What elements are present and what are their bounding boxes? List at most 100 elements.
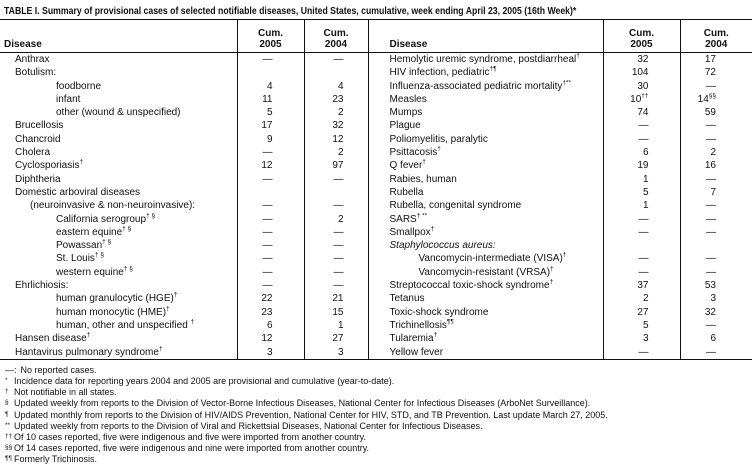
disease-name: Smallpox xyxy=(389,226,431,238)
cum-2005-value: — xyxy=(602,265,680,280)
case-count: 6 xyxy=(710,333,716,345)
footnote: § Updated weekly from reports to the Divi… xyxy=(5,398,748,409)
table-row: human monocytic (HME)† 23 15 Toxic-shock sy… xyxy=(0,305,752,319)
disease-label: Plague xyxy=(367,119,603,133)
cum-2004-value: 4 xyxy=(303,79,368,93)
disease-label: Hemolytic uremic syndrome, postdiarrheal… xyxy=(367,52,603,67)
disease-label: Trichinellosis¶¶ xyxy=(367,318,603,333)
table-row: Cholera — 2 Psittacosis† 6 2 xyxy=(0,146,752,160)
cum-2005-value: 9 xyxy=(236,132,304,147)
cum-2005-value: — xyxy=(236,52,304,67)
cum-2005-value: 11 xyxy=(236,92,304,107)
case-count: 10 xyxy=(630,93,642,105)
footnote: ¶¶ Formerly Trichinosis. xyxy=(5,454,748,465)
footnote-text: No reported cases. xyxy=(20,364,97,375)
table-row: Hansen disease† 12 27 Tularemia† 3 6 xyxy=(0,332,752,346)
case-count: 3 xyxy=(266,346,273,358)
case-count: — xyxy=(706,133,716,145)
disease-name: human granulocytic (HGE) xyxy=(56,293,174,305)
disease-name: Measles xyxy=(389,93,427,105)
disease-name: Yellow fever xyxy=(389,346,444,358)
disease-name: Staphylococcus aureus: xyxy=(389,240,496,252)
footnote-marker: † § xyxy=(146,212,156,220)
disease-name: SARS xyxy=(389,213,417,225)
case-count: 5 xyxy=(642,186,649,198)
cum-2005-value: 23 xyxy=(236,305,304,319)
table-row: Diphtheria — — Rabies, human 1 — xyxy=(0,172,752,186)
cum-2004-value: 2 xyxy=(679,146,752,160)
cum-2004-value: 12 xyxy=(303,132,368,147)
disease-name: Poliomyelitis, paralytic xyxy=(389,133,488,145)
table-row: Brucellosis 17 32 Plague — — xyxy=(0,119,752,133)
table-row: Domestic arboviral diseases Rubella 5 7 xyxy=(0,185,752,200)
cum-2004-value: 3 xyxy=(303,345,368,360)
footnote-marker: † xyxy=(86,332,91,339)
case-count: — xyxy=(706,319,716,331)
table-row: eastern equine† § — — Smallpox† — — xyxy=(0,225,752,240)
cum-2005-value: 6 xyxy=(602,146,680,160)
header-year-label: 2004 xyxy=(705,38,728,50)
cum-2004-value: 2 xyxy=(303,146,368,160)
cum-2005-value: — xyxy=(602,225,680,240)
disease-name: Trichinellosis xyxy=(389,319,447,331)
disease-name: Tetanus xyxy=(389,293,425,305)
cum-2004-value: 72 xyxy=(679,66,752,80)
header-cum-2004-right: Cum. 2004 xyxy=(679,19,752,53)
case-count: 1 xyxy=(642,173,649,185)
footnote-marker: † § xyxy=(94,252,104,260)
table-row: Anthrax — — Hemolytic uremic syndrome, post… xyxy=(0,52,752,67)
disease-name: Vancomycin-intermediate (VISA) xyxy=(418,253,563,265)
footnote-symbol: †† xyxy=(5,433,13,441)
case-count: 23 xyxy=(261,306,273,318)
case-count: — xyxy=(638,253,649,265)
case-count: — xyxy=(706,253,716,265)
case-count: — xyxy=(262,173,273,185)
case-count: 97 xyxy=(332,160,344,172)
footnote-marker: † § xyxy=(122,225,132,233)
disease-label: Tularemia† xyxy=(367,332,603,346)
disease-label: (neuroinvasive & non-neuroinvasive): xyxy=(0,199,237,212)
table-row: infant 11 23 Measles 10†† 14§§ xyxy=(0,92,752,107)
disease-name: Brucellosis xyxy=(15,120,64,132)
table-row: western equine† § — — Vancomycin-resistant … xyxy=(0,265,752,280)
disease-label: Influenza-associated pediatric mortality… xyxy=(367,79,603,93)
disease-name: Tularemia xyxy=(389,333,434,345)
cum-2005-value: 3 xyxy=(236,345,304,360)
table-row: California serogroup† § — 2 SARS† ** — — xyxy=(0,212,752,226)
cum-2005-value: — xyxy=(236,199,304,213)
disease-label: Q fever† xyxy=(367,159,603,173)
header-cum-2005-right: Cum. 2005 xyxy=(602,19,680,53)
cum-2005-value: — xyxy=(236,172,304,186)
case-count: 15 xyxy=(332,306,344,318)
cum-2005-value xyxy=(236,185,304,200)
cum-2005-value: 2 xyxy=(602,292,680,306)
footnote-marker: ¶¶ xyxy=(446,318,454,326)
case-count: 17 xyxy=(261,120,273,132)
cum-2005-value: 22 xyxy=(236,292,304,306)
case-count: — xyxy=(706,173,716,185)
cum-2004-value: 7 xyxy=(679,185,752,200)
case-count: 7 xyxy=(710,186,716,198)
case-count: 59 xyxy=(704,107,716,119)
cum-2004-value: — xyxy=(303,52,368,67)
case-count: 23 xyxy=(332,93,344,105)
disease-name: human, other and unspecified xyxy=(56,319,191,331)
cum-2005-value: — xyxy=(236,252,304,266)
table-row: foodborne 4 4 Influenza-associated pediatri… xyxy=(0,79,752,93)
case-count: 21 xyxy=(332,293,344,305)
cum-2004-value: 6 xyxy=(679,332,752,346)
disease-name: Ehrlichiosis: xyxy=(15,280,69,292)
disease-label: California serogroup† § xyxy=(0,213,237,226)
disease-label: Measles xyxy=(367,92,603,107)
case-count: 12 xyxy=(261,333,273,345)
cum-2005-value: — xyxy=(236,146,304,160)
footnote-symbol: ¶ xyxy=(5,410,9,418)
case-count: 37 xyxy=(637,280,649,292)
case-count: — xyxy=(333,240,344,252)
footnote-text: Updated monthly from reports to the Divi… xyxy=(14,409,608,420)
cum-2004-value: — xyxy=(303,239,368,253)
case-count: — xyxy=(262,280,273,292)
disease-label: Cholera xyxy=(0,146,237,159)
header-cum-label: Cum. xyxy=(258,28,283,39)
footnote-text: Of 10 cases reported, five were indigeno… xyxy=(14,432,367,443)
